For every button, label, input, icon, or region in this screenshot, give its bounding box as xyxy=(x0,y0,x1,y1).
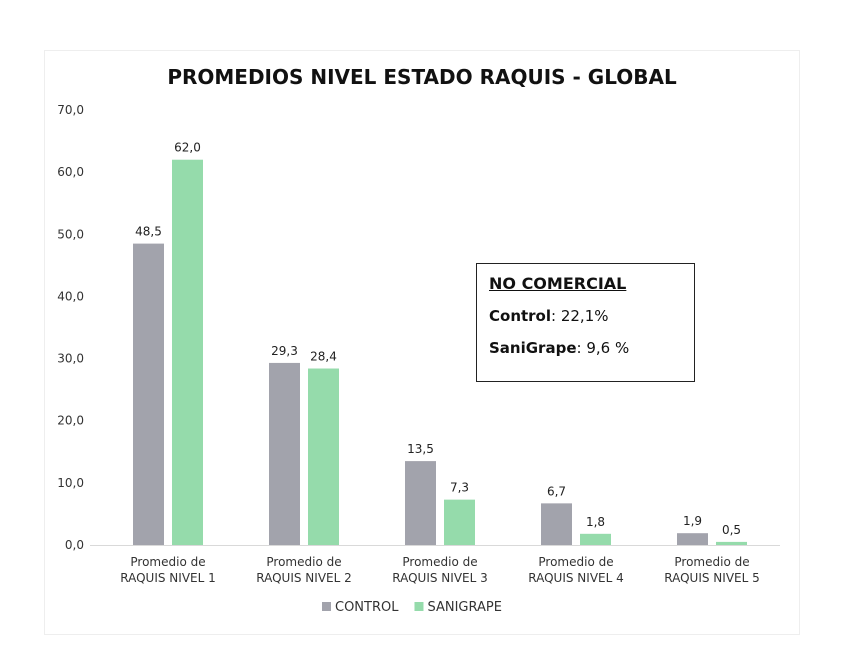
y-tick-label: 70,0 xyxy=(57,103,84,117)
x-tick-label: Promedio de xyxy=(538,555,613,569)
y-tick-label: 50,0 xyxy=(57,227,84,241)
bars xyxy=(133,159,747,545)
y-axis: 0,0 10,0 20,0 30,0 40,0 50,0 60,0 70,0 xyxy=(57,103,84,552)
data-label-control-5: 1,9 xyxy=(683,514,702,528)
y-tick-label: 0,0 xyxy=(65,538,84,552)
x-axis: Promedio de RAQUIS NIVEL 1 Promedio de RAQU… xyxy=(90,545,780,585)
data-label-control-1: 48,5 xyxy=(135,225,162,239)
x-tick-label: Promedio de xyxy=(674,555,749,569)
data-label-sanigrape-3: 7,3 xyxy=(450,481,469,495)
annotation-box: NO COMERCIAL Control: 22,1% SaniGrape: 9… xyxy=(476,263,695,382)
data-label-sanigrape-4: 1,8 xyxy=(586,515,605,529)
bar-control-5 xyxy=(677,533,708,545)
x-tick-label: Promedio de xyxy=(266,555,341,569)
legend-label-control: CONTROL xyxy=(335,600,399,615)
x-tick-label: Promedio de xyxy=(130,555,205,569)
data-label-control-2: 29,3 xyxy=(271,344,298,358)
annotation-control-value: : 22,1% xyxy=(551,307,609,325)
y-tick-label: 30,0 xyxy=(57,352,84,366)
annotation-sanigrape-value: : 9,6 % xyxy=(576,339,630,357)
data-label-sanigrape-2: 28,4 xyxy=(310,350,337,364)
legend: CONTROL SANIGRAPE xyxy=(322,600,502,615)
x-tick-label: Promedio de xyxy=(402,555,477,569)
annotation-heading: NO COMERCIAL xyxy=(489,274,627,293)
annotation-sanigrape-line: SaniGrape: 9,6 % xyxy=(489,339,682,357)
x-tick-label: RAQUIS NIVEL 5 xyxy=(664,571,760,585)
bar-control-2 xyxy=(269,362,300,545)
y-tick-label: 10,0 xyxy=(57,476,84,490)
data-label-sanigrape-1: 62,0 xyxy=(174,141,201,155)
annotation-sanigrape-name: SaniGrape xyxy=(489,339,577,357)
legend-swatch-sanigrape xyxy=(414,602,424,611)
bar-sanigrape-2 xyxy=(308,368,339,545)
bar-control-4 xyxy=(541,503,572,545)
bar-sanigrape-4 xyxy=(580,533,611,545)
annotation-control-name: Control xyxy=(489,307,552,325)
x-tick-label: RAQUIS NIVEL 1 xyxy=(120,571,216,585)
legend-label-sanigrape: SANIGRAPE xyxy=(427,600,501,615)
bar-sanigrape-5 xyxy=(716,541,747,545)
annotation-control-line: Control: 22,1% xyxy=(489,307,682,325)
data-label-control-4: 6,7 xyxy=(547,484,566,498)
y-tick-label: 60,0 xyxy=(57,165,84,179)
bar-sanigrape-3 xyxy=(444,499,475,545)
y-tick-label: 40,0 xyxy=(57,289,84,303)
y-tick-label: 20,0 xyxy=(57,414,84,428)
legend-swatch-control xyxy=(322,602,331,611)
data-labels: 48,5 62,0 29,3 28,4 13,5 7,3 6,7 1,8 1,9 0,5 xyxy=(135,141,741,537)
data-label-sanigrape-5: 0,5 xyxy=(722,523,741,537)
bar-sanigrape-1 xyxy=(172,159,203,545)
x-tick-label: RAQUIS NIVEL 3 xyxy=(392,571,488,585)
chart-title: PROMEDIOS NIVEL ESTADO RAQUIS - GLOBAL xyxy=(167,65,677,89)
data-label-control-3: 13,5 xyxy=(407,442,434,456)
x-tick-label: RAQUIS NIVEL 4 xyxy=(528,571,624,585)
bar-control-1 xyxy=(133,243,164,545)
bar-control-3 xyxy=(405,461,436,545)
x-tick-label: RAQUIS NIVEL 2 xyxy=(256,571,352,585)
